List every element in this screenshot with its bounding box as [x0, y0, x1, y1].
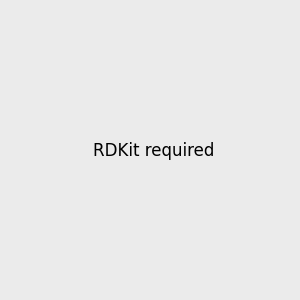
Text: RDKit required: RDKit required — [93, 142, 214, 160]
